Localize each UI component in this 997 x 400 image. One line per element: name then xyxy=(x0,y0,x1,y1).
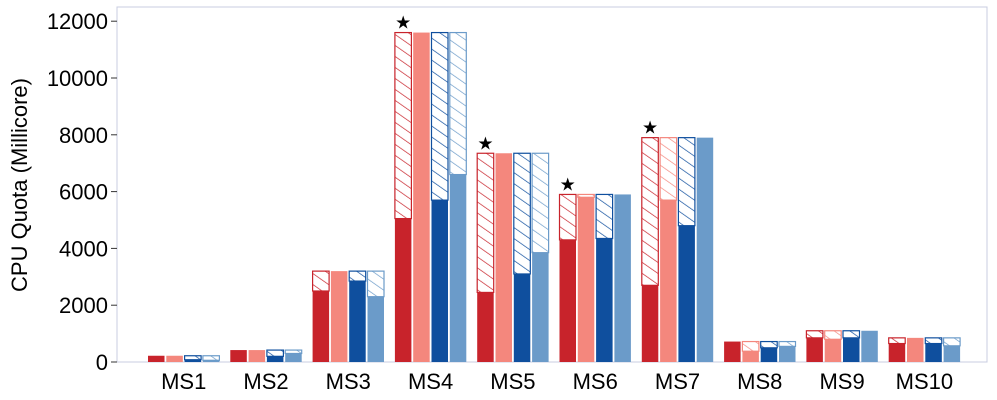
bar-used-MS10-series-1 xyxy=(888,343,906,362)
bar-used-MS7-series-1 xyxy=(641,285,659,362)
bar-used-MS10-series-4 xyxy=(943,345,961,362)
y-tick-label: 12000 xyxy=(47,9,108,34)
bar-used-MS2-series-1 xyxy=(230,350,247,362)
bar-quota-MS3-series-1 xyxy=(312,270,330,292)
bar-quota-MS6-series-1 xyxy=(558,193,577,241)
bar-quota-MS7-series-1 xyxy=(641,137,659,286)
x-tick-label: MS3 xyxy=(326,369,371,394)
markers-group: ★ ★ ★ ★ xyxy=(395,13,658,196)
x-tick-label: MS2 xyxy=(243,369,288,394)
bar-quota-MS5-series-3 xyxy=(513,152,531,275)
bar-used-MS4-series-2 xyxy=(413,32,430,363)
y-tick-label: 4000 xyxy=(59,236,108,261)
x-tick-label: MS5 xyxy=(490,369,535,394)
x-axis: MS1 MS2 MS3 MS4 MS5 MS6 MS7 MS8 MS9 MS10 xyxy=(161,369,953,394)
star-marker: ★ xyxy=(560,174,576,195)
bar-quota-MS3-series-3 xyxy=(348,270,367,282)
bar-quota-MS9-series-2 xyxy=(824,330,842,340)
bar-used-MS3-series-1 xyxy=(312,291,330,362)
bar-used-MS1-series-4 xyxy=(202,360,220,362)
bar-used-MS1-series-2 xyxy=(166,355,183,362)
bar-used-MS9-series-4 xyxy=(861,330,878,362)
bar-quota-MS1-series-3 xyxy=(184,355,202,361)
bar-quota-MS8-series-4 xyxy=(778,340,797,347)
bar-quota-MS1-series-4 xyxy=(202,355,220,361)
x-tick-label: MS9 xyxy=(819,369,864,394)
bar-used-MS3-series-4 xyxy=(367,296,384,362)
bar-used-MS9-series-3 xyxy=(843,337,860,362)
bar-used-MS4-series-3 xyxy=(431,200,448,362)
bar-used-MS5-series-4 xyxy=(532,252,549,362)
y-tick-label: 8000 xyxy=(59,123,108,148)
y-tick-label: 6000 xyxy=(59,180,108,205)
bar-quota-MS10-series-3 xyxy=(924,337,943,345)
bar-used-MS2-series-4 xyxy=(285,353,302,362)
x-tick-label: MS6 xyxy=(573,369,618,394)
bar-quota-MS8-series-2 xyxy=(741,340,760,352)
bar-used-MS8-series-4 xyxy=(779,346,796,362)
bar-quota-MS7-series-2 xyxy=(659,137,678,201)
x-tick-label: MS7 xyxy=(655,369,700,394)
bar-used-MS8-series-1 xyxy=(724,341,741,362)
bar-quota-MS5-series-1 xyxy=(476,152,495,294)
bar-quota-MS9-series-3 xyxy=(842,330,861,339)
bar-used-MS4-series-4 xyxy=(449,174,467,362)
bar-used-MS6-series-2 xyxy=(577,197,595,362)
x-tick-label: MS10 xyxy=(896,369,953,394)
bar-quota-MS2-series-3 xyxy=(266,349,284,357)
bar-quota-MS5-series-4 xyxy=(531,152,550,254)
star-marker: ★ xyxy=(642,118,658,139)
bar-quota-MS10-series-1 xyxy=(888,337,906,345)
bar-quota-MS8-series-3 xyxy=(760,340,778,349)
y-axis: 0 2000 4000 6000 8000 10000 12000 xyxy=(47,9,117,375)
bar-quota-MS10-series-4 xyxy=(942,337,961,347)
bar-quota-MS2-series-4 xyxy=(284,349,303,355)
bar-used-MS5-series-1 xyxy=(477,292,494,362)
bar-used-MS5-series-3 xyxy=(513,273,531,362)
bar-used-MS7-series-4 xyxy=(696,137,714,362)
bar-used-MS9-series-2 xyxy=(824,339,842,362)
bar-quota-MS9-series-1 xyxy=(805,330,824,339)
bar-quota-MS6-series-3 xyxy=(595,193,614,240)
bar-quota-MS7-series-3 xyxy=(677,137,696,227)
bar-used-MS6-series-4 xyxy=(614,194,631,362)
bar-quota-MS4-series-3 xyxy=(430,31,449,201)
bar-quota-MS4-series-4 xyxy=(449,31,467,176)
bar-used-MS3-series-3 xyxy=(349,281,366,362)
bar-used-MS10-series-3 xyxy=(925,343,942,362)
bar-used-MS9-series-1 xyxy=(806,337,823,362)
bar-used-MS1-series-1 xyxy=(148,355,165,362)
bar-used-MS7-series-2 xyxy=(660,200,677,362)
plot-area xyxy=(116,6,988,363)
bar-used-MS6-series-3 xyxy=(596,238,613,362)
y-tick-label: 0 xyxy=(96,350,108,375)
x-tick-label: MS8 xyxy=(737,369,782,394)
star-marker: ★ xyxy=(477,133,493,154)
bar-used-MS10-series-2 xyxy=(907,337,924,362)
bar-quota-MS6-series-2 xyxy=(577,193,595,198)
y-axis-label: CPU Quota (Millicore) xyxy=(7,78,32,292)
bar-used-MS5-series-2 xyxy=(495,153,512,362)
bar-quota-MS3-series-4 xyxy=(366,270,385,298)
x-tick-label: MS1 xyxy=(161,369,206,394)
bar-used-MS8-series-2 xyxy=(742,351,759,362)
y-tick-label: 2000 xyxy=(59,293,108,318)
bar-used-MS8-series-3 xyxy=(760,347,778,362)
bar-used-MS1-series-3 xyxy=(184,359,202,362)
bar-used-MS2-series-2 xyxy=(248,350,266,362)
bar-used-MS4-series-1 xyxy=(394,218,412,362)
bar-used-MS6-series-1 xyxy=(559,239,576,362)
bar-used-MS2-series-3 xyxy=(266,356,284,362)
bar-quota-MS4-series-1 xyxy=(394,31,412,220)
star-marker: ★ xyxy=(395,13,411,34)
bar-used-MS3-series-2 xyxy=(330,271,348,362)
bar-used-MS7-series-3 xyxy=(678,225,695,362)
y-tick-label: 10000 xyxy=(47,66,108,91)
x-tick-label: MS4 xyxy=(408,369,453,394)
bars-group xyxy=(148,31,961,363)
